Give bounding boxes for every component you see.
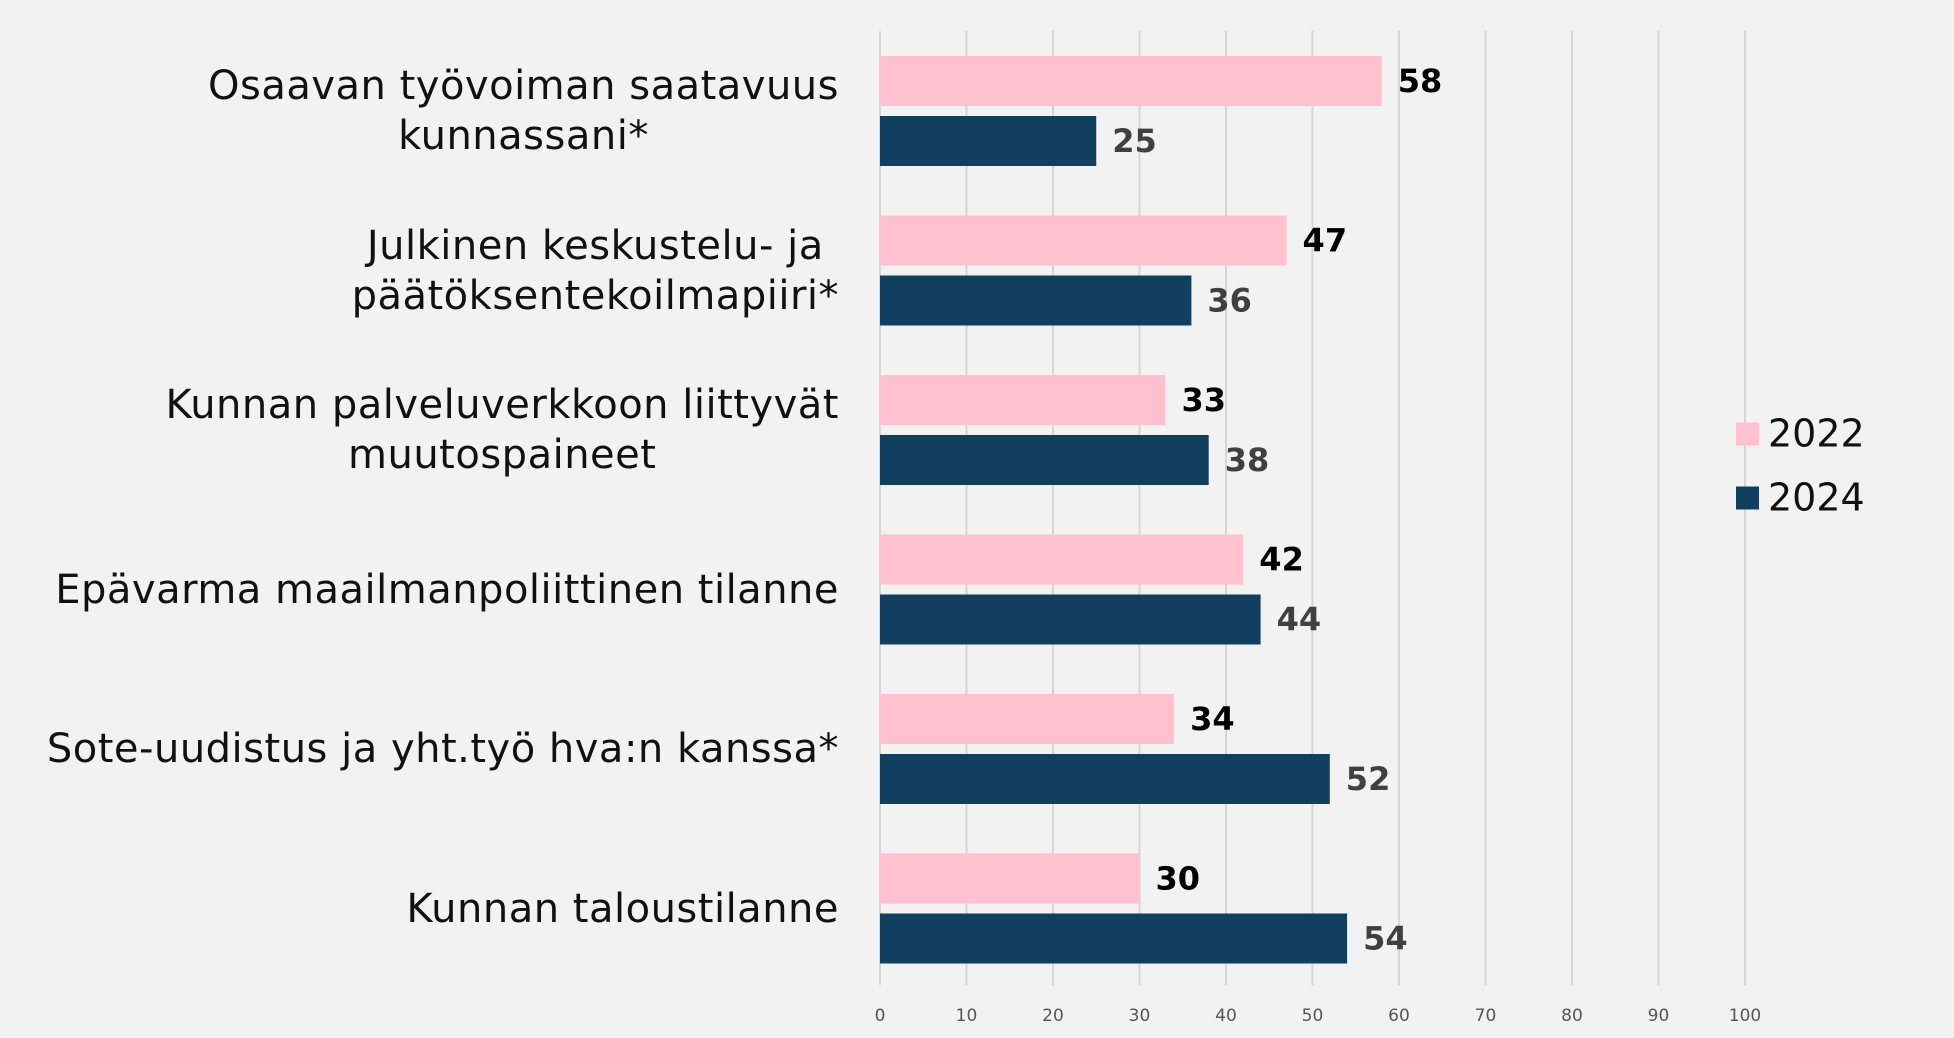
value-label: 54 (1363, 920, 1408, 958)
value-label: 44 (1277, 601, 1322, 639)
bar (880, 534, 1244, 585)
category-label: Kunnan taloustilanne (406, 885, 839, 932)
x-tick-label: 80 (1561, 1006, 1583, 1026)
x-tick-label: 10 (956, 1006, 978, 1026)
value-label: 33 (1181, 381, 1226, 419)
bar (880, 913, 1348, 964)
category-label: Osaavan työvoiman saatavuus kunnassani* (208, 63, 839, 159)
category-label: Sote-uudistus ja yht.työ hva:n kanssa* (46, 726, 839, 772)
x-tick-label: 30 (1129, 1006, 1151, 1026)
bar (880, 853, 1140, 904)
value-label: 52 (1346, 760, 1391, 798)
value-label: 25 (1112, 122, 1157, 160)
bar (880, 594, 1261, 645)
x-tick-label: 90 (1648, 1006, 1670, 1026)
category-label: Julkinen keskustelu- ja päätöksentekoilm… (351, 222, 839, 319)
category-label: Epävarma maailmanpoliittinen tilanne (55, 566, 839, 613)
x-tick-label: 60 (1388, 1006, 1410, 1026)
legend-label: 2024 (1768, 476, 1865, 520)
x-tick-label: 40 (1215, 1006, 1237, 1026)
bar (880, 215, 1287, 266)
bar (880, 116, 1097, 166)
bar (880, 375, 1166, 425)
value-label: 58 (1398, 62, 1443, 100)
legend-swatch (1736, 422, 1759, 446)
bar (880, 435, 1209, 485)
bar (880, 694, 1175, 744)
bar (880, 754, 1330, 804)
bar (880, 56, 1382, 106)
x-tick-label: 100 (1729, 1006, 1761, 1026)
x-tick-label: 0 (875, 1006, 886, 1026)
x-tick-label: 70 (1475, 1006, 1497, 1026)
category-label: Kunnan palveluverkkoon liittyvät muutosp… (165, 382, 839, 478)
value-label: 42 (1259, 541, 1304, 579)
legend-label: 2022 (1768, 412, 1865, 456)
x-tick-label: 20 (1042, 1006, 1064, 1026)
x-tick-label: 50 (1302, 1006, 1324, 1026)
value-label: 36 (1207, 282, 1252, 320)
value-label: 30 (1156, 860, 1201, 898)
bar (880, 275, 1192, 326)
value-label: 47 (1303, 222, 1348, 260)
value-label: 34 (1190, 700, 1235, 738)
legend-swatch (1736, 486, 1759, 510)
value-label: 38 (1225, 441, 1270, 479)
